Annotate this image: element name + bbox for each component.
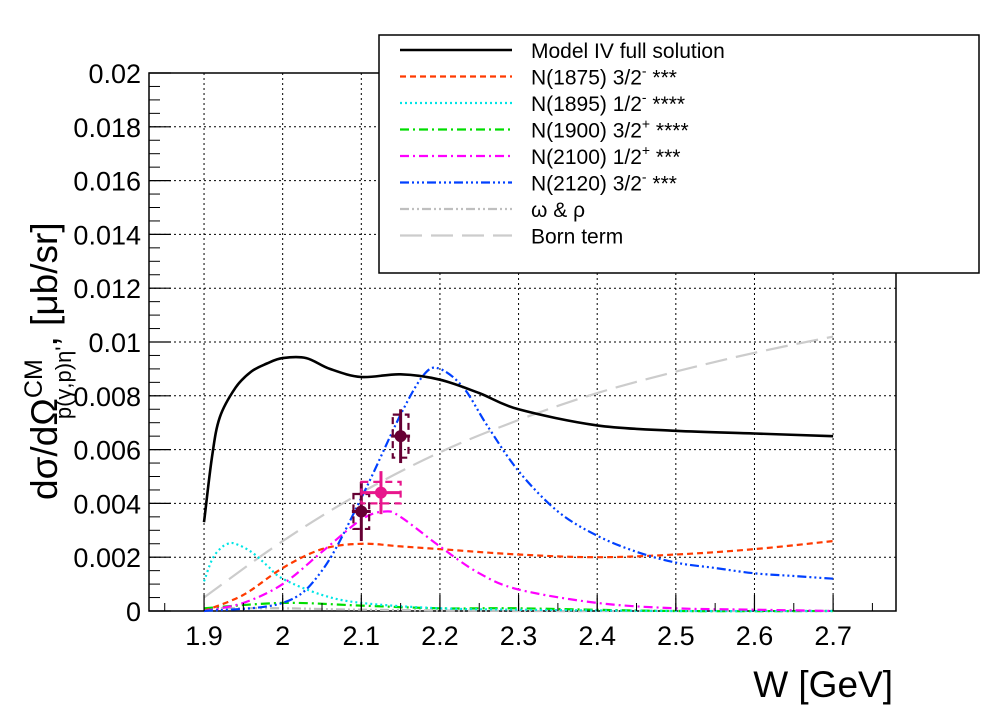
y-tick-label: 0.016	[73, 167, 141, 197]
y-tick-label: 0.02	[88, 59, 141, 89]
y-axis-title-sup: CM	[20, 359, 48, 398]
y-axis-title-main: dσ/dΩ	[24, 398, 65, 500]
x-tick-labels: 1.9 2 2.1 2.2 2.3 2.4 2.5 2.6 2.7	[185, 621, 852, 651]
legend-box	[378, 34, 980, 274]
x-tick-label: 2.5	[657, 621, 695, 651]
x-tick-label: 2.3	[500, 621, 538, 651]
y-tick-label: 0.008	[73, 382, 141, 412]
data-marker	[355, 505, 368, 518]
series-line-7	[203, 335, 834, 599]
data-point-2	[391, 409, 411, 464]
data-marker	[374, 486, 387, 499]
y-tick-label: 0.014	[73, 220, 141, 250]
series-line-5	[203, 366, 834, 613]
legend-item-2: N(1895) 1/2- ****	[400, 89, 685, 116]
x-tick-label: 2.4	[578, 621, 616, 651]
legend-label: ω & ρ	[531, 199, 585, 222]
y-axis-title-unit: , [μb/sr]	[24, 222, 65, 346]
legend-item-3: N(1900) 3/2+ ****	[400, 116, 689, 143]
y-tick-label: 0	[126, 597, 141, 627]
legend-item-0: Model IV full solution	[400, 40, 725, 63]
data-points	[351, 409, 411, 542]
x-tick-label: 2.6	[736, 621, 774, 651]
x-tick-label: 2.7	[814, 621, 852, 651]
y-tick-label: 0.012	[73, 274, 141, 304]
y-tick-label: 0.01	[88, 328, 141, 358]
legend-label: N(2120) 3/2- ***	[531, 169, 677, 196]
series-line-1	[203, 540, 834, 613]
data-point-1	[360, 471, 402, 515]
y-tick-label: 0.004	[73, 489, 141, 519]
series-line-0	[202, 355, 834, 523]
y-tick-labels: 0 0.002 0.004 0.006 0.008 0.01 0.012 0.014 0.016…	[73, 59, 141, 627]
legend-item-6: ω & ρ	[400, 199, 585, 222]
legend-label: N(1895) 1/2- ****	[531, 89, 685, 116]
y-tick-label: 0.018	[73, 113, 141, 143]
legend-label: N(1900) 3/2+ ****	[531, 116, 689, 143]
legend-label: N(1875) 3/2- ***	[531, 63, 677, 90]
legend-item-5: N(2120) 3/2- ***	[400, 169, 677, 196]
legend-label: Born term	[531, 226, 623, 249]
y-tick-label: 0.006	[73, 436, 141, 466]
x-tick-label: 2	[275, 621, 290, 651]
x-tick-label: 2.2	[421, 621, 459, 651]
legend-item-1: N(1875) 3/2- ***	[400, 63, 677, 90]
legend-label: N(2100) 1/2+ ***	[531, 142, 680, 169]
legend-item-7: Born term	[400, 226, 623, 249]
axis-ticks	[149, 72, 873, 612]
legend-item-4: N(2100) 1/2+ ***	[400, 142, 680, 169]
data-marker	[394, 430, 407, 443]
y-tick-label: 0.002	[73, 543, 141, 573]
y-axis-title: dσ/dΩCM p(γ,p)η', [μb/sr]	[20, 222, 76, 500]
x-tick-label: 1.9	[185, 621, 223, 651]
x-axis-title: W [GeV]	[753, 664, 893, 705]
x-tick-label: 2.1	[343, 621, 381, 651]
legend-label: Model IV full solution	[531, 40, 725, 63]
y-axis-title-sub: p(γ,p)η'	[51, 347, 76, 420]
